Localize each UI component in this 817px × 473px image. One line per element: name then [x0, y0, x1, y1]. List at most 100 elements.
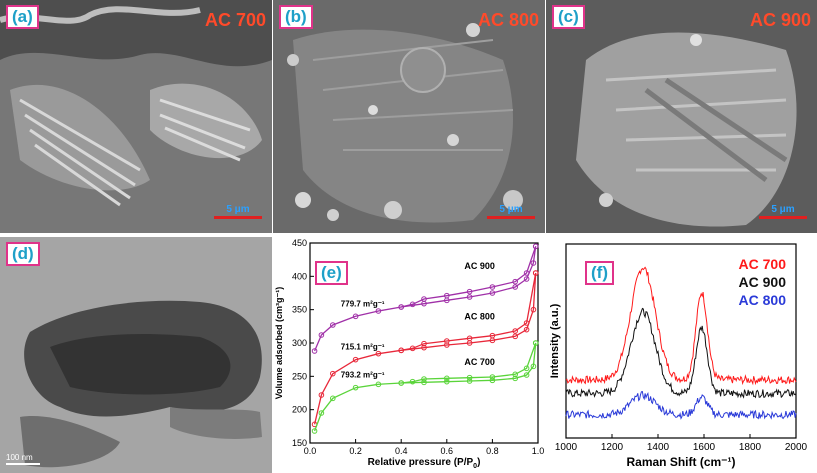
data-point	[330, 322, 336, 328]
data-point	[421, 296, 427, 302]
sem-image-ac700	[0, 0, 272, 233]
raman-x-tick-label: 1400	[647, 442, 670, 453]
data-point	[489, 374, 496, 380]
data-point	[523, 365, 530, 372]
data-point	[421, 340, 427, 347]
data-point	[330, 395, 336, 402]
tem-panel: (d) 100 nm	[0, 237, 272, 473]
raman-x-tick-label: 1800	[739, 442, 762, 453]
data-point	[409, 301, 416, 308]
data-point	[398, 347, 404, 354]
raman-x-tick-label: 2000	[785, 442, 808, 453]
data-point	[398, 304, 404, 310]
series-line-desorption	[401, 246, 537, 308]
sample-label-ac900: AC 900	[749, 10, 811, 30]
data-point	[466, 294, 473, 300]
data-point	[311, 428, 318, 434]
raman-y-axis-label: Intensity (a.u.)	[549, 303, 561, 378]
scale-text-c: 5 μm	[771, 204, 795, 215]
data-point	[318, 410, 325, 416]
data-point	[352, 356, 359, 363]
sample-label-ac800: AC 800	[477, 10, 539, 30]
data-point	[523, 320, 530, 326]
data-point	[444, 292, 450, 299]
data-point	[489, 377, 496, 384]
data-point	[523, 326, 530, 333]
data-point	[375, 308, 382, 314]
raman-legend-entry: AC 900	[739, 274, 787, 290]
surface-area-label: 715.1 m²g⁻¹	[341, 343, 385, 352]
data-point	[523, 276, 530, 282]
data-point	[466, 374, 473, 381]
raman-series-line	[565, 266, 797, 386]
data-point	[444, 375, 450, 382]
data-point	[444, 378, 450, 385]
series-line-desorption	[401, 272, 537, 351]
y-axis-label: Volume adsorbed (cm³g⁻¹)	[274, 287, 284, 400]
data-point	[352, 384, 359, 391]
data-point	[466, 335, 473, 342]
panel-label-b: (b)	[279, 5, 313, 29]
scale-bar-a: 5 μm	[214, 204, 262, 219]
scale-line-c	[759, 216, 807, 219]
data-point	[409, 345, 416, 352]
raman-x-tick-label: 1000	[555, 442, 578, 453]
panel-label-e: (e)	[315, 261, 348, 285]
raman-chart-panel: 1000 1200 1400 1600 1800 2000 AC 700 AC 900 AC …	[546, 237, 817, 473]
x-tick-label: 0.4	[395, 446, 408, 456]
data-point	[532, 243, 539, 250]
data-point	[530, 306, 537, 313]
panel-label-f: (f)	[585, 261, 614, 285]
data-point	[512, 328, 518, 334]
series-name-label: AC 900	[464, 261, 495, 271]
raman-legend-entry: AC 800	[739, 292, 787, 308]
x-tick-label: 0.8	[486, 446, 499, 456]
panel-label-a: (a)	[6, 5, 39, 29]
data-point	[318, 392, 325, 398]
y-tick-label: 150	[292, 438, 307, 448]
x-tick-label: 0.2	[349, 446, 362, 456]
series-name-label: AC 700	[464, 357, 495, 367]
data-point	[318, 332, 325, 338]
scale-line-a	[214, 216, 262, 219]
y-tick-label: 200	[292, 405, 307, 415]
data-point	[352, 313, 359, 320]
data-point	[466, 378, 473, 384]
scale-bar-d: 100 nm	[6, 453, 40, 465]
data-point	[523, 372, 530, 378]
data-point	[532, 340, 539, 346]
data-point	[311, 348, 318, 354]
data-point	[409, 378, 416, 385]
y-tick-label: 250	[292, 371, 307, 381]
panel-label-c: (c)	[552, 5, 585, 29]
data-point	[398, 380, 404, 386]
sample-label-ac700: AC 700	[204, 10, 266, 30]
bet-chart: 150 200 250 300 350 400 450 0.0 0.2 0.4 0.6 0.8 1.0…	[274, 238, 545, 470]
scale-bar-c: 5 μm	[759, 204, 807, 219]
raman-x-axis-label: Raman Shift (cm⁻¹)	[626, 455, 735, 469]
scale-text-b: 5 μm	[499, 204, 523, 215]
data-point	[330, 370, 336, 377]
raman-x-tick-label: 1600	[693, 442, 716, 453]
series-line-adsorption	[313, 342, 537, 432]
data-point	[466, 288, 473, 295]
series-line-desorption	[401, 342, 537, 384]
raman-chart: 1000 1200 1400 1600 1800 2000 AC 700 AC 900 AC …	[549, 243, 808, 469]
raman-series-line	[565, 391, 797, 420]
data-point	[421, 376, 427, 382]
scale-line-d	[6, 463, 40, 465]
raman-x-tick-label: 1200	[601, 442, 624, 453]
y-tick-label: 400	[292, 271, 307, 281]
y-tick-label: 450	[292, 238, 307, 248]
y-tick-label: 350	[292, 305, 307, 315]
data-point	[489, 290, 496, 296]
data-point	[530, 260, 537, 266]
raman-plot-frame	[565, 243, 797, 439]
data-point	[489, 284, 496, 290]
data-point	[375, 350, 382, 357]
raman-legend-entry: AC 700	[739, 256, 787, 272]
series-name-label: AC 800	[464, 312, 495, 322]
x-axis-label: Relative pressure (P/P0)	[368, 457, 481, 470]
x-tick-label: 1.0	[532, 446, 545, 456]
data-point	[421, 379, 427, 386]
